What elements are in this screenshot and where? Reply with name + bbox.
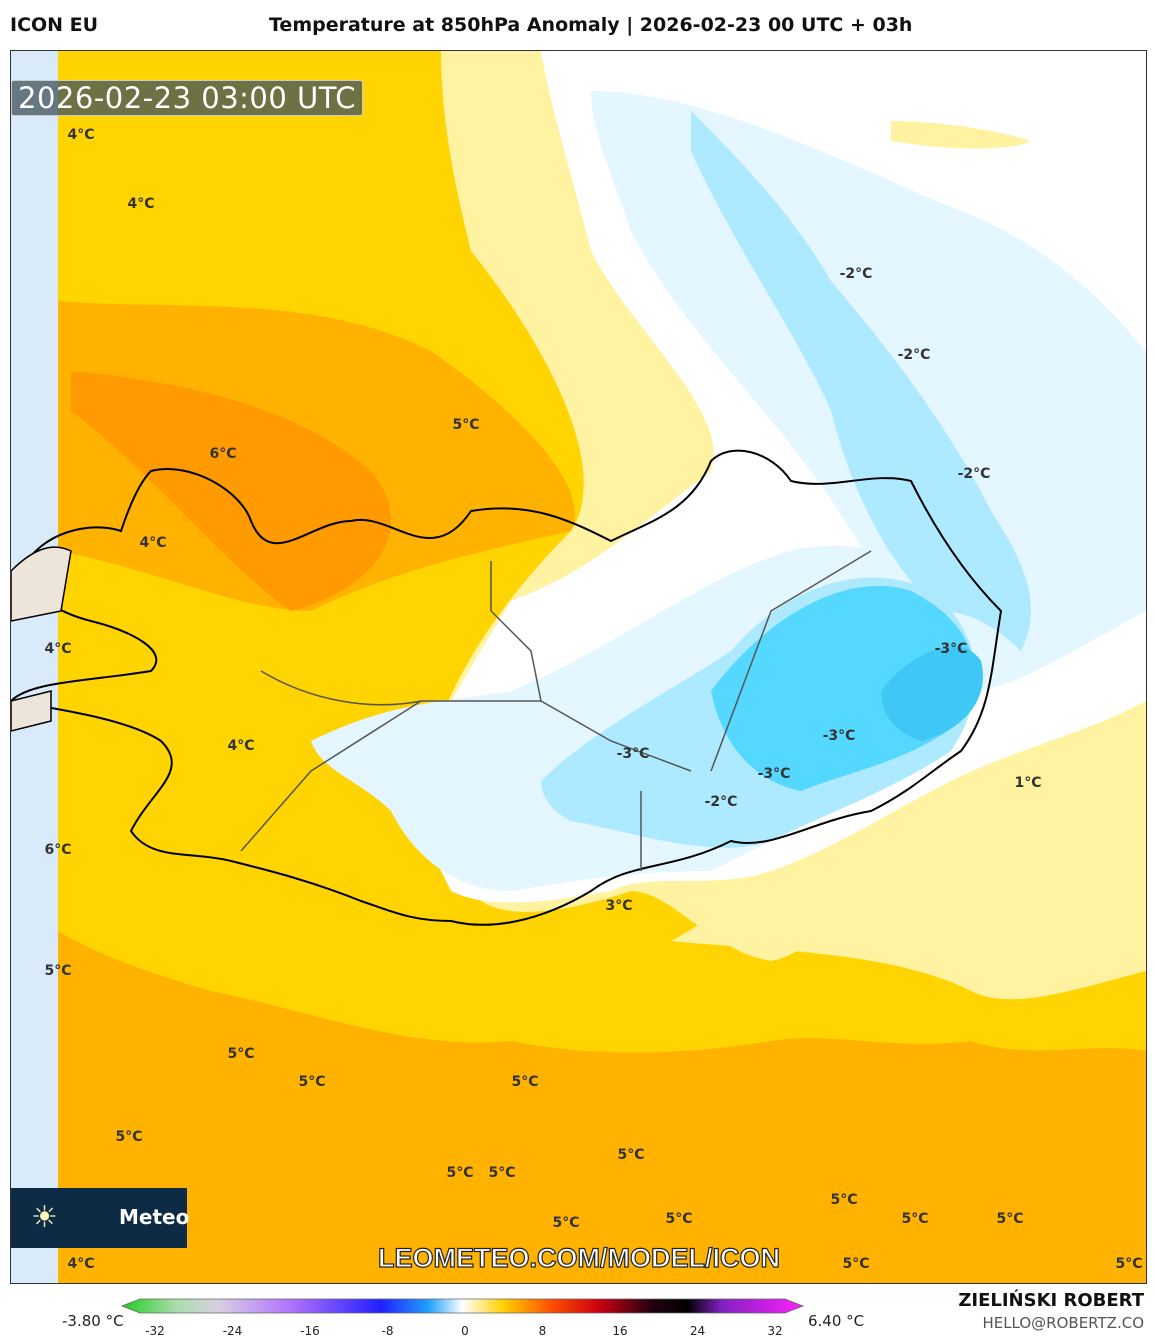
colorbar-tick: -16 xyxy=(300,1324,320,1338)
anomaly-field xyxy=(11,51,1146,1283)
temperature-map[interactable]: 2026-02-23 03:00 UTC 4°C 4°C -2°C -2°C 5°C 6°… xyxy=(10,50,1147,1284)
out-of-domain-strip xyxy=(11,51,58,1283)
contour-label: -3°C xyxy=(934,641,968,657)
contour-label: 5°C xyxy=(1115,1256,1143,1272)
colorbar-min-label: -3.80 °C xyxy=(62,1312,124,1330)
author-email[interactable]: HELLO@ROBERTZ.CO xyxy=(982,1314,1144,1332)
contour-label: 5°C xyxy=(227,1046,255,1062)
contour-label: -2°C xyxy=(839,266,873,282)
logo-text: Meteo xyxy=(119,1205,190,1229)
contour-label: 4°C xyxy=(139,535,167,551)
colorbar-max-label: 6.40 °C xyxy=(808,1312,865,1330)
regional-borders xyxy=(240,550,872,871)
contour-label: 5°C xyxy=(452,417,480,433)
contour-label: 5°C xyxy=(996,1211,1024,1227)
contour-label: 4°C xyxy=(67,127,95,143)
cold-zone-north xyxy=(691,111,1031,651)
iceland-coastline xyxy=(11,449,1003,926)
colorbar-gradient xyxy=(120,1298,805,1314)
meteo-logo: ☀ Meteo xyxy=(11,1188,190,1248)
contour-label: 5°C xyxy=(552,1215,580,1231)
contour-label: 4°C xyxy=(227,738,255,754)
colorbar-tick: 24 xyxy=(689,1324,706,1338)
colorbar-tick: 16 xyxy=(612,1324,628,1338)
contour-label: -3°C xyxy=(616,746,650,762)
colorbar-tick: -32 xyxy=(145,1324,165,1338)
contour-label: -2°C xyxy=(897,347,931,363)
max-warm-zone xyxy=(71,371,392,611)
coldest-zone xyxy=(881,646,983,741)
colorbar-tick: -8 xyxy=(381,1324,394,1338)
contour-label: -2°C xyxy=(704,794,738,810)
colorbar xyxy=(120,1298,805,1314)
slight-patch xyxy=(891,121,1031,149)
contour-label: 1°C xyxy=(1014,775,1042,791)
contour-label: 3°C xyxy=(605,898,633,914)
watermark: LEOMETEO.COM/MODEL/ICON xyxy=(377,1242,780,1273)
contour-label: 5°C xyxy=(617,1147,645,1163)
author-name: ZIELIŃSKI ROBERT xyxy=(958,1290,1144,1311)
contour-label: 5°C xyxy=(488,1165,516,1181)
contour-label: 5°C xyxy=(830,1192,858,1208)
colorbar-tick: 32 xyxy=(767,1324,783,1338)
contour-label: 5°C xyxy=(665,1211,693,1227)
colorbar-tick: 8 xyxy=(538,1324,547,1338)
contour-label: 4°C xyxy=(44,641,72,657)
contour-label: 5°C xyxy=(446,1165,474,1181)
valid-time-badge: 2026-02-23 03:00 UTC xyxy=(11,80,364,116)
contour-label: -3°C xyxy=(822,728,856,744)
contour-label: 5°C xyxy=(511,1074,539,1090)
slight-zone-se xyxy=(671,747,1146,1000)
contour-label: 4°C xyxy=(67,1256,95,1272)
model-name: ICON EU xyxy=(10,14,99,36)
contour-label: 5°C xyxy=(115,1129,143,1145)
contour-label: -2°C xyxy=(957,466,991,482)
contour-label: 5°C xyxy=(901,1211,929,1227)
colorbar-tick: -24 xyxy=(222,1324,243,1338)
contour-label: 5°C xyxy=(44,963,72,979)
contour-label: -3°C xyxy=(757,766,791,782)
colorbar-tick: 0 xyxy=(461,1324,469,1338)
contour-label: 5°C xyxy=(298,1074,326,1090)
contour-label: 4°C xyxy=(127,196,155,212)
colder-zone xyxy=(711,585,975,791)
greenland-coast xyxy=(11,546,72,732)
chart-title: Temperature at 850hPa Anomaly | 2026-02-… xyxy=(269,14,913,36)
contour-label: 6°C xyxy=(44,842,72,858)
contour-label: 5°C xyxy=(842,1256,870,1272)
sun-icon: ☀ xyxy=(31,1200,58,1235)
contour-label: 6°C xyxy=(209,446,237,462)
